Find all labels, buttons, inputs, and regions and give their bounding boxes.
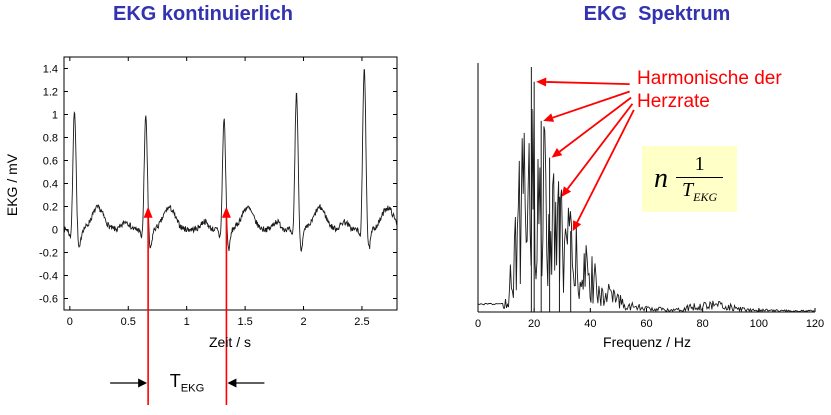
ekg-x-axis-label: Zeit / s [208,334,251,350]
x-tick-label: 0 [67,316,73,328]
ekg-time-chart: 0 0.5 1 1.5 2 2.5 -0.6 -0.4 -0.2 0 0.2 0.4 0.6 0.8 1 1.… [39,56,398,405]
period-marker-arrowhead [221,206,231,218]
ekg-spectrum-chart: 0 20 40 60 80 100 120 [475,63,824,330]
harmonics-formula: n 1 TEKG [642,146,738,212]
period-marker-arrowhead [143,206,153,218]
y-tick-label: 1.4 [43,64,58,76]
formula-fraction: 1 TEKG [676,153,724,205]
tekg-sub: EKG [180,382,205,395]
x-tick-label: 40 [584,318,596,330]
harmonic-arrowhead [543,113,555,122]
tekg-arrowhead-left [138,378,148,388]
tekg-base: T [169,371,181,391]
x-tick-label: 1.5 [237,316,252,328]
harmonic-arrowhead [572,220,582,232]
y-tick-label: -0.4 [39,271,58,283]
y-tick-label: 1.2 [43,87,58,99]
x-tick-label: 120 [806,318,824,330]
x-tick-label: 100 [750,318,768,330]
spectrum-x-axis-label: Frequenz / Hz [603,334,691,350]
ekg-time-title: EKG kontinuierlich [112,3,294,25]
y-tick-label: 1 [52,110,58,122]
x-tick-label: 80 [697,318,709,330]
tekg-arrowhead-right [227,378,237,388]
harmonics-annotation: Harmonische der Herzrate [637,68,782,112]
y-tick-label: 0 [52,225,58,237]
harmonic-arrow [559,96,632,153]
formula-denominator: TEKG [676,177,724,205]
tekg-period-label: TEKG [149,371,225,395]
formula-den-base: T [682,179,694,201]
y-tick-label: -0.2 [39,248,58,260]
harmonic-arrowhead [561,186,572,197]
x-tick-label: 60 [640,318,652,330]
ekg-spectrum-title: EKG Spektrum [583,3,731,25]
formula-numerator: 1 [694,153,705,175]
x-tick-label: 0.5 [121,316,136,328]
harmonic-arrow [546,81,630,86]
y-tick-label: 0.8 [43,133,58,145]
x-tick-label: 1 [184,316,190,328]
y-tick-label: 0.6 [43,156,58,168]
x-tick-label: 2.5 [354,316,369,328]
harmonic-arrow [552,90,630,119]
harmonic-arrowhead [536,77,547,87]
y-tick-label: 0.2 [43,202,58,214]
plot-box [63,56,398,311]
harmonic-arrow [576,109,635,223]
ekg-trace [63,69,398,252]
x-tick-label: 20 [528,318,540,330]
formula-den-sub: EKG [693,190,718,204]
harmonic-arrow [566,103,634,190]
ekg-y-axis-label: EKG / mV [4,153,20,217]
y-tick-label: -0.6 [39,294,58,306]
x-tick-label: 0 [475,318,481,330]
harmonic-arrowhead [551,148,563,158]
y-tick-label: 0.4 [43,179,58,191]
formula-factor-n: n [654,163,668,194]
x-tick-label: 2 [300,316,306,328]
